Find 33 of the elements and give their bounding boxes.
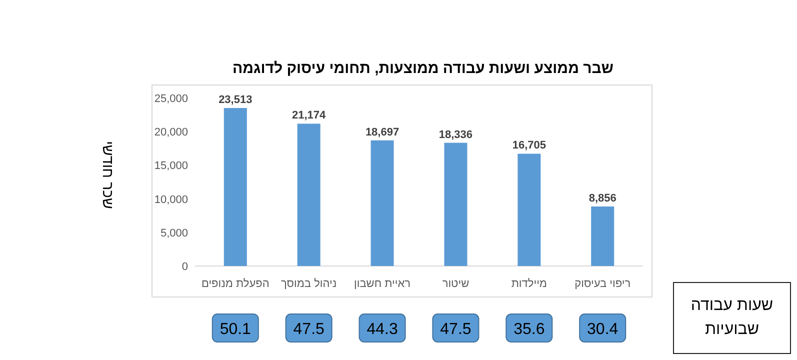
bar [518,154,541,266]
text: 35.6 [514,321,545,338]
bar [297,124,320,266]
x-tick-label: ריפוי בעיסוק [574,278,631,290]
text: 47.5 [440,321,472,338]
text: 30.4 [587,321,618,338]
x-tick-label: ניהול במוסך [281,278,337,290]
y-tick-label: 25,000 [154,93,188,105]
bar [444,142,468,266]
data-label: 18,697 [365,126,400,138]
x-tick-label: ראיית חשבון [354,278,411,290]
data-label: 21,174 [292,110,327,122]
y-axis-title: שכר חודשי [99,141,116,210]
bar [370,140,394,266]
x-tick-label: שיטור [442,278,470,290]
text: 50.1 [220,321,252,338]
x-tick-label: מיילדות [511,278,547,290]
y-tick-label: 15,000 [154,160,188,172]
text: שעות עבודה שבועיות [673,282,791,354]
chart-title: שבר ממוצע ושעות עבודה ממוצעות, תחומי עיסוק לדוגמה [232,60,614,77]
bar [591,206,614,266]
data-label: 23,513 [218,94,252,106]
bar [224,108,247,266]
data-label: 8,856 [588,192,616,204]
data-label: 18,336 [438,128,473,141]
data-label: 16,705 [512,140,546,152]
y-tick-label: 20,000 [154,126,188,139]
y-tick-label: 10,000 [154,194,188,206]
y-tick-label: 0 [182,261,188,273]
text: 44.3 [366,321,398,338]
y-tick-label: 5,000 [160,227,188,240]
text: 47.5 [293,321,325,338]
x-tick-label: הפעלת מנופים [201,278,270,290]
